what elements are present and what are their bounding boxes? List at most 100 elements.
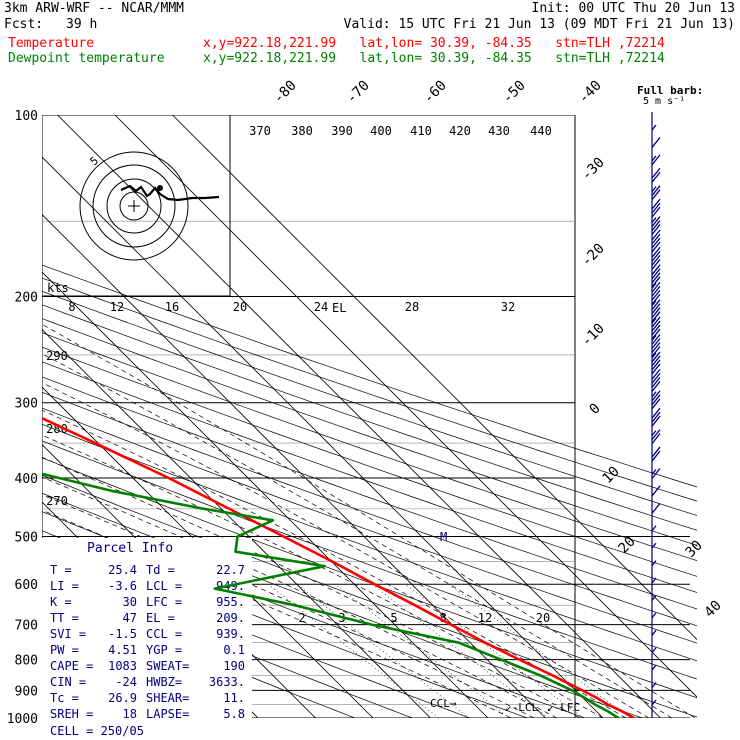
wind-barb-flag <box>651 281 661 293</box>
parcel-label: SREH = <box>50 707 93 721</box>
hodograph-trace <box>120 184 220 202</box>
parcel-value: 190 <box>223 659 245 673</box>
pressure-tick-label: 900 <box>15 684 38 699</box>
isotherm-label: -80 <box>271 78 300 107</box>
pressure-tick-label: 100 <box>15 109 38 124</box>
wind-barb-half-flag <box>651 391 657 398</box>
wind-barb-flag <box>651 137 661 148</box>
pressure-tick-label: 600 <box>15 578 38 593</box>
wind-barb <box>651 629 657 636</box>
theta-label: 380 <box>291 124 313 138</box>
theta-label: 410 <box>410 124 432 138</box>
moist-adiabat-line <box>42 456 581 718</box>
wind-barb-flag <box>651 216 661 227</box>
theta-label: 420 <box>449 124 471 138</box>
parcel-value: 0.1 <box>223 643 245 657</box>
isotherm-label: -30 <box>579 155 608 184</box>
wind-barb-flag <box>651 372 661 384</box>
dry-adiabat-line <box>42 264 697 488</box>
wind-barb-half-flag <box>651 186 657 193</box>
pressure-tick-label: 200 <box>15 291 38 306</box>
wind-barb-flag <box>651 224 661 235</box>
isotherm-line <box>57 115 661 718</box>
forecast-hour: 39 h <box>66 17 98 32</box>
wind-barb-flag <box>651 189 661 201</box>
isotherm-label: -50 <box>500 78 529 107</box>
wind-barb-flag <box>651 258 661 270</box>
hodograph-ring <box>92 164 176 248</box>
wind-barb <box>651 167 661 183</box>
theta-label: 270 <box>46 494 68 508</box>
parcel-label: Tc = <box>50 691 79 705</box>
wind-barb <box>651 577 657 584</box>
parcel-value: 47 <box>123 611 137 625</box>
wind-barb-flag <box>651 368 661 380</box>
parcel-value: -24 <box>115 675 137 689</box>
m-annotation: M <box>440 530 447 544</box>
wind-barb-flag <box>651 246 661 258</box>
wind-barb <box>651 334 661 357</box>
legend-dewpoint-name: Dewpoint temperature <box>8 51 165 66</box>
lfc-annotation: ↙-LFC <box>547 701 580 714</box>
wind-barb-flag <box>651 334 661 345</box>
wind-barb <box>651 137 661 148</box>
pressure-tick-label: 1000 <box>7 712 38 727</box>
parcel-value: 209. <box>216 611 245 625</box>
wind-barb <box>651 316 661 340</box>
wind-barb <box>651 485 661 497</box>
thetae-label: 24 <box>314 300 328 314</box>
plot-frame <box>42 115 576 718</box>
parcel-title: Parcel Info <box>87 541 173 556</box>
wind-barb-half-flag <box>651 560 657 567</box>
wind-barb-half-flag <box>651 335 657 341</box>
wind-barb-half-flag <box>651 525 657 532</box>
wind-barb-flag <box>651 351 661 363</box>
wind-barb <box>651 124 657 131</box>
wind-barb-flag <box>651 328 661 340</box>
pressure-tick-label: 500 <box>15 530 38 545</box>
wind-barb-flag <box>651 450 661 462</box>
parcel-label: SWEAT= <box>146 659 189 673</box>
wind-barb <box>651 502 661 514</box>
isotherm-line <box>172 115 697 641</box>
dewpoint-profile <box>42 472 620 718</box>
parcel-value: 955. <box>216 595 245 609</box>
mixing-ratio-label: 12 <box>478 611 492 625</box>
parcel-value: 5.8 <box>223 707 245 721</box>
wind-barb <box>651 264 661 288</box>
wind-barb-flag <box>651 376 661 388</box>
parcel-value: 3633. <box>209 675 245 689</box>
wind-barb-flag <box>651 229 661 241</box>
wind-barb <box>651 525 657 532</box>
parcel-value: 25.4 <box>108 563 137 577</box>
wind-barb-flag <box>651 446 661 458</box>
wind-barb-flag <box>651 407 661 419</box>
mixing-ratio-label: 2 <box>298 611 305 625</box>
wind-barb-flag <box>651 359 661 371</box>
wind-barb-flag <box>651 237 661 249</box>
hodograph-ring <box>79 151 189 261</box>
wind-barb-flag <box>651 185 661 197</box>
wind-barb-flag <box>651 171 661 183</box>
parcel-cell: CELL = 250/05 <box>50 724 144 738</box>
wind-barb-flag <box>651 380 661 392</box>
isotherm-line <box>42 328 431 718</box>
wind-barb-flag <box>651 338 661 349</box>
parcel-label: YGP = <box>146 643 182 657</box>
wind-barb-flag <box>651 363 661 375</box>
pressure-tick-label: 400 <box>15 472 38 487</box>
wind-barb-half-flag <box>651 217 657 223</box>
wind-barb-flag <box>651 233 661 245</box>
wind-barb-flag <box>651 324 661 336</box>
wind-barb-half-flag <box>651 542 657 549</box>
wind-barb-flag <box>651 398 661 410</box>
dry-adiabat-line <box>42 457 697 699</box>
wind-barb-flag <box>651 241 661 253</box>
parcel-label: CIN = <box>50 675 86 689</box>
wind-barb-flag <box>651 394 661 406</box>
wind-barb-half-flag <box>651 629 657 636</box>
wind-barb <box>651 429 661 445</box>
wind-barb-flag <box>651 311 661 323</box>
wind-barb-flag <box>651 307 661 319</box>
wind-barb-flag <box>651 433 661 445</box>
